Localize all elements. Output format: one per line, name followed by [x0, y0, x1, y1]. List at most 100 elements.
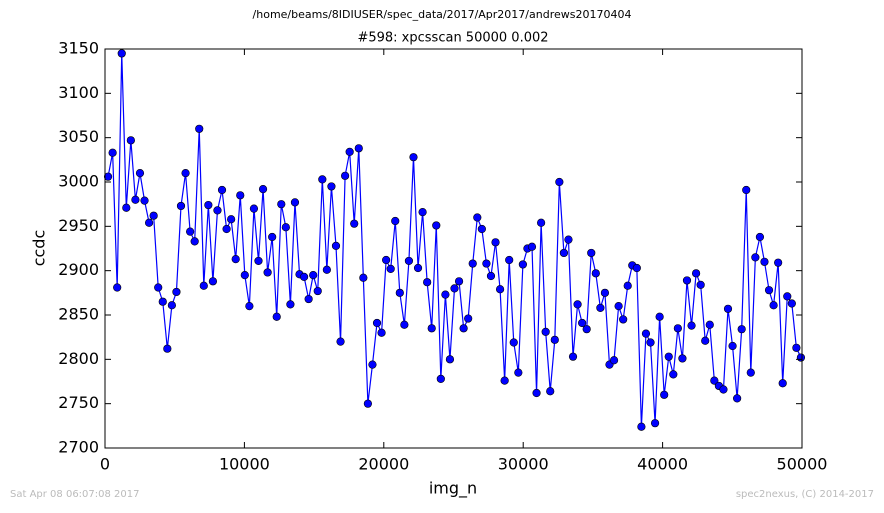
data-point [555, 177, 564, 187]
data-point [637, 422, 646, 431]
y-tick-label: 2700 [58, 438, 99, 457]
data-point [445, 355, 455, 364]
data-point [792, 343, 801, 352]
data-point [664, 352, 673, 361]
data-point [395, 288, 404, 297]
data-point [272, 312, 281, 321]
data-point [345, 147, 354, 156]
data-point [322, 265, 331, 274]
data-point [103, 172, 113, 181]
data-point [742, 185, 751, 195]
data-point [774, 258, 783, 267]
data-point [509, 338, 518, 347]
data-point [382, 255, 391, 265]
y-tick-label: 2750 [58, 393, 99, 412]
data-point [491, 238, 500, 247]
data-point [596, 303, 605, 313]
y-tick-label: 2900 [58, 260, 99, 279]
data-point [163, 344, 172, 353]
data-point [578, 318, 587, 328]
data-point [728, 341, 737, 351]
data-point [468, 259, 477, 268]
data-point [751, 253, 760, 262]
suptitle: /home/beams/8IDIUSER/spec_data/2017/Apr2… [253, 8, 632, 21]
data-point [281, 223, 290, 232]
data-point [564, 235, 573, 244]
x-tick-label: 0 [100, 455, 110, 474]
data-point [600, 288, 610, 297]
chart-title: #598: xpcsscan 50000 0.002 [357, 31, 548, 46]
x-tick-label: 20000 [358, 455, 409, 474]
data-point [764, 286, 774, 295]
data-point [186, 227, 195, 236]
x-tick-label: 30000 [498, 455, 549, 474]
data-point [391, 216, 400, 226]
data-point [368, 360, 377, 369]
data-point [400, 320, 409, 329]
data-point [195, 124, 204, 133]
data-point [404, 256, 414, 266]
data-point [573, 300, 582, 309]
data-point [236, 191, 245, 200]
data-point [473, 213, 482, 222]
data-point [482, 259, 491, 268]
data-point [286, 300, 295, 309]
data-point [719, 385, 728, 394]
data-point [208, 277, 218, 286]
data-point [350, 219, 359, 228]
data-point [632, 263, 641, 273]
x-tick-label: 10000 [219, 455, 270, 474]
x-tick-label: 50000 [777, 455, 828, 474]
data-point [614, 302, 623, 311]
data-point [304, 294, 313, 304]
data-point [678, 354, 687, 363]
data-point [181, 169, 190, 178]
data-point [505, 255, 514, 265]
data-point [117, 49, 126, 58]
data-point [669, 370, 678, 379]
data-point [131, 195, 140, 204]
y-tick-label: 2950 [58, 216, 99, 235]
data-point [454, 277, 464, 286]
y-axis-label: ccdc [30, 230, 49, 267]
y-tick-label: 2800 [58, 349, 99, 368]
data-point [650, 419, 660, 428]
data-point [486, 271, 496, 281]
y-tick-label: 3050 [58, 127, 99, 146]
data-point [796, 353, 806, 362]
data-point [354, 144, 363, 153]
data-point [450, 284, 459, 293]
data-point [464, 314, 473, 323]
data-point [733, 394, 742, 403]
data-point [541, 327, 550, 336]
data-point [646, 338, 655, 347]
data-point [299, 272, 309, 281]
data-point [550, 335, 559, 344]
data-point [495, 285, 505, 294]
x-tick-label: 40000 [637, 455, 688, 474]
data-point [331, 241, 341, 250]
data-point [318, 175, 327, 184]
y-tick-label: 3000 [58, 172, 99, 191]
data-point [190, 237, 199, 246]
data-point [263, 268, 272, 277]
data-point [737, 325, 746, 334]
data-point [527, 242, 537, 251]
y-tick-label: 3100 [58, 83, 99, 102]
data-point [477, 224, 486, 234]
data-point [582, 325, 591, 334]
data-point [514, 368, 523, 377]
data-point [363, 399, 372, 408]
data-point [386, 264, 395, 273]
data-point [623, 281, 632, 290]
data-point [459, 324, 468, 333]
data-point [277, 200, 286, 209]
data-point [760, 257, 769, 266]
data-point [609, 356, 619, 365]
data-point [258, 184, 268, 194]
data-point [313, 286, 322, 296]
data-point [341, 171, 350, 180]
data-point [696, 280, 705, 289]
data-point [691, 269, 701, 278]
data-point [705, 320, 714, 329]
